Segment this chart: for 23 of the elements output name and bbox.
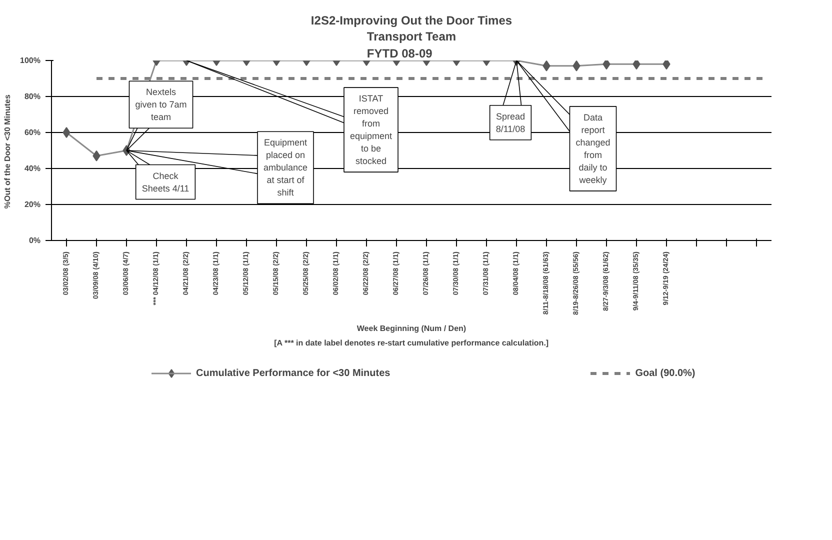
y-tick-label: 40% <box>24 164 41 173</box>
annotation: Check Sheets 4/11 <box>142 170 190 194</box>
annotation: Data report changed from daily to weekly <box>576 112 610 185</box>
y-axis-title: %Out of the Door <30 Minutes <box>3 94 12 209</box>
annotation: Equipment placed on ambulance at start of shift <box>263 138 308 198</box>
chart-subtitle: Transport Team FYTD 08-09 <box>366 30 456 60</box>
point <box>62 127 70 138</box>
annotation: Nextels given to 7am team <box>135 87 187 122</box>
legend-label: Cumulative Performance for <30 Minutes <box>196 368 390 378</box>
text: [A *** in date label denotes re-start cumulative performance calculation.] <box>274 338 549 348</box>
annotation: Spread 8/11/08 <box>496 111 526 134</box>
point <box>662 60 670 70</box>
point <box>632 60 640 70</box>
legend-label: Goal (90.0%) <box>635 368 696 378</box>
y-tick-label: 80% <box>24 92 41 101</box>
x-axis-title: Week Beginning (Num / Den) <box>356 324 466 333</box>
y-tick-label: 60% <box>24 128 41 137</box>
y-tick-label: 20% <box>24 200 41 209</box>
annotation: ISTAT removed from equipment to be stocked <box>350 94 393 166</box>
chart-title: I2S2-Improving Out the Door Times <box>310 14 512 28</box>
y-tick-label: 0% <box>28 236 40 245</box>
point <box>602 60 610 70</box>
y-tick-label: 100% <box>20 56 41 65</box>
